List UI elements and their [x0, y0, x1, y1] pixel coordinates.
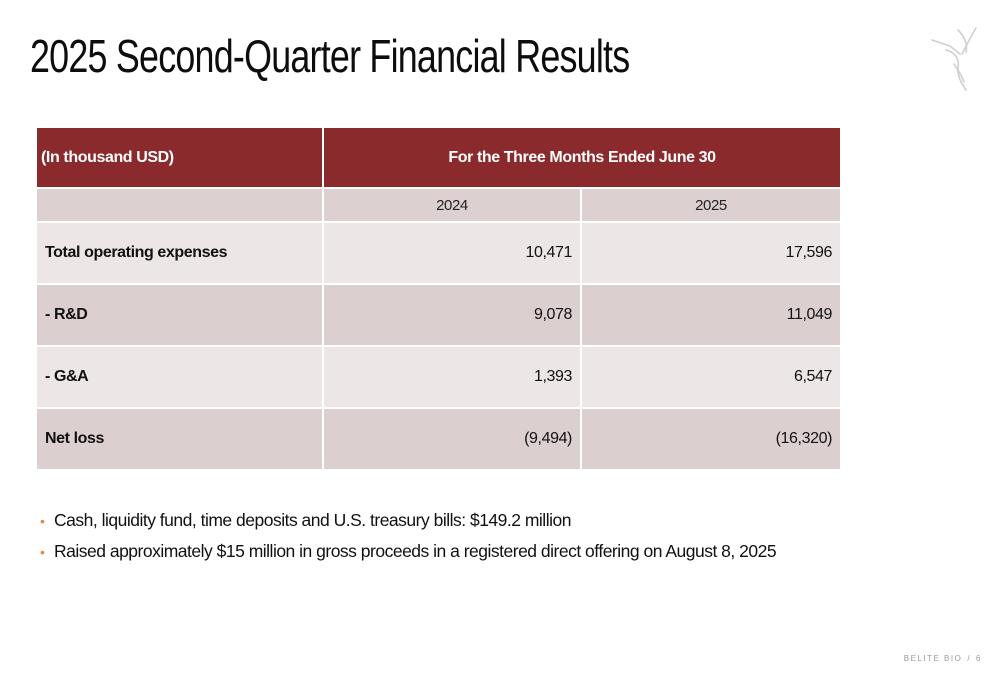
page-number: 6 — [976, 654, 982, 663]
financial-results-table: (In thousand USD) For the Three Months E… — [37, 128, 841, 471]
list-item: • Raised approximately $15 million in gr… — [40, 541, 777, 572]
footer-separator: / — [967, 654, 972, 663]
value-2024: 1,393 — [323, 346, 582, 409]
hummingbird-logo-icon — [931, 27, 977, 91]
slide-footer: BELITE BIO / 6 — [904, 654, 982, 663]
footer-company: BELITE BIO — [903, 654, 963, 663]
bullet-list: • Cash, liquidity fund, time deposits an… — [40, 510, 777, 572]
bullet-dot-icon: • — [40, 544, 45, 560]
row-label: Total operating expenses — [37, 222, 324, 285]
row-label: Net loss — [37, 408, 324, 471]
year-2024-header: 2024 — [323, 188, 582, 223]
value-2025: 11,049 — [581, 284, 841, 347]
slide-title: 2025 Second-Quarter Financial Results — [30, 30, 630, 82]
bullet-dot-icon: • — [40, 513, 45, 529]
table-row: Net loss (9,494) (16,320) — [37, 408, 841, 471]
table-row: - R&D 9,078 11,049 — [37, 284, 841, 347]
value-2024: (9,494) — [323, 408, 582, 471]
value-2025: (16,320) — [581, 408, 841, 471]
bullet-text: Raised approximately $15 million in gros… — [54, 541, 777, 561]
year-header-row: 2024 2025 — [37, 188, 841, 223]
period-header: For the Three Months Ended June 30 — [323, 128, 841, 189]
bullet-text: Cash, liquidity fund, time deposits and … — [54, 510, 571, 530]
row-label: - R&D — [37, 284, 324, 347]
year-2025-header: 2025 — [581, 188, 841, 223]
table-row: Total operating expenses 10,471 17,596 — [37, 222, 841, 285]
table-row: - G&A 1,393 6,547 — [37, 346, 841, 409]
value-2025: 6,547 — [581, 346, 841, 409]
unit-label: (In thousand USD) — [37, 128, 324, 189]
row-label: - G&A — [37, 346, 324, 409]
value-2024: 10,471 — [323, 222, 582, 285]
year-header-empty — [37, 188, 324, 223]
value-2025: 17,596 — [581, 222, 841, 285]
value-2024: 9,078 — [323, 284, 582, 347]
list-item: • Cash, liquidity fund, time deposits an… — [40, 510, 776, 541]
table-header-row: (In thousand USD) For the Three Months E… — [37, 128, 841, 189]
